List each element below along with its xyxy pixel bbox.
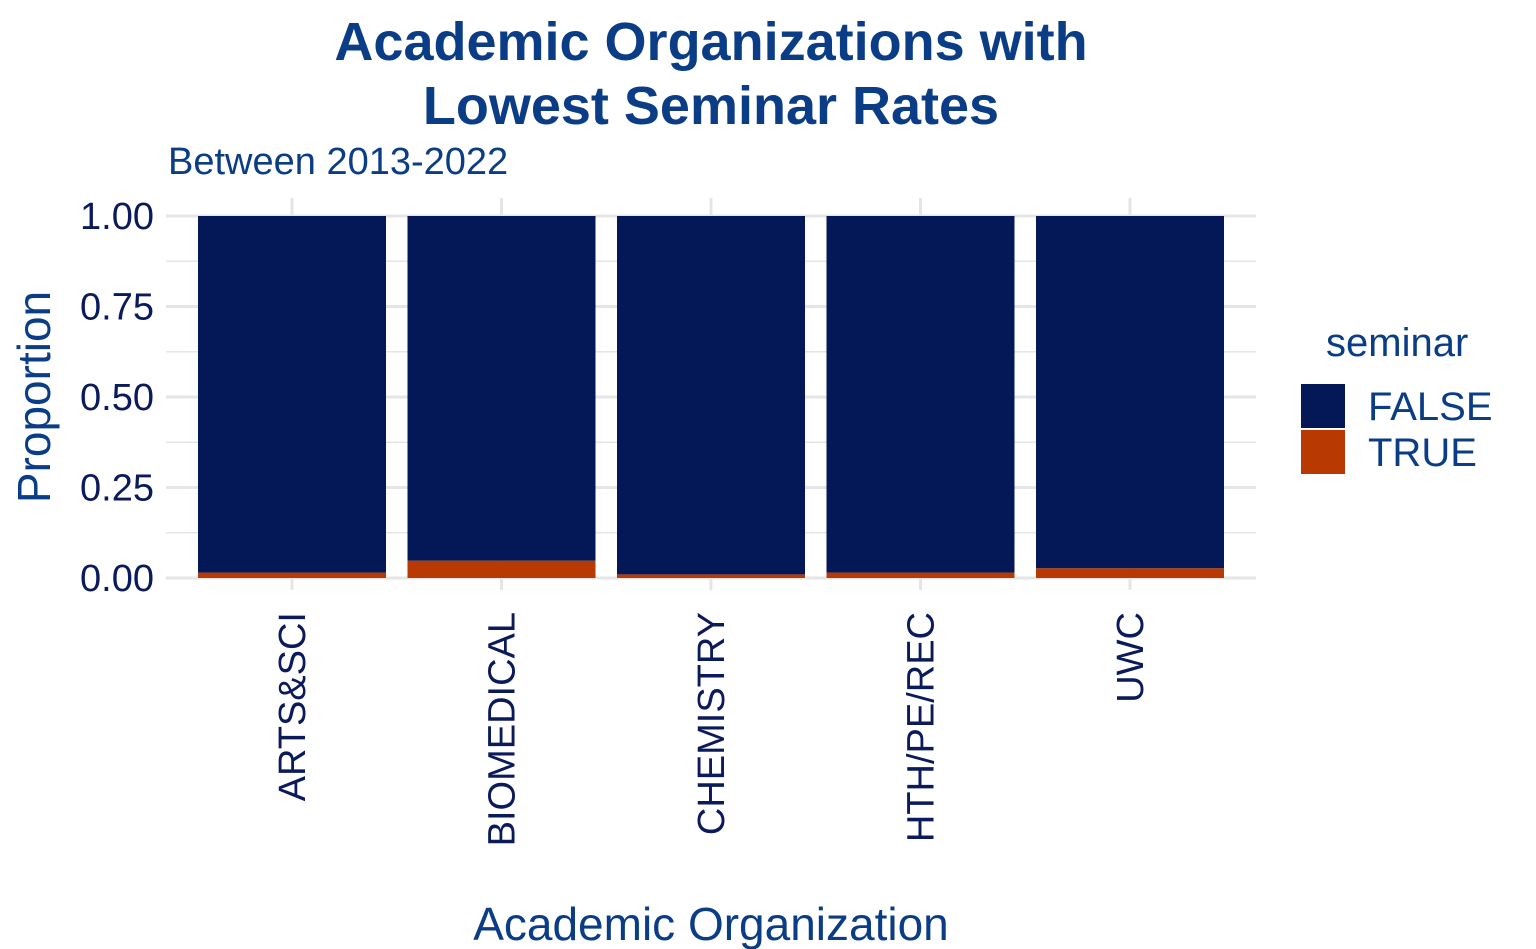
bars [198,216,1224,578]
x-tick-label: HTH/PE/REC [901,612,943,842]
x-tick-label: BIOMEDICAL [482,612,524,846]
bar-false-2 [617,216,805,575]
x-tick-labels: ARTS&SCI BIOMEDICAL CHEMISTRY HTH/PE/REC UWC [272,612,1152,846]
y-axis-title: Proportion [8,291,60,503]
bar-false-0 [198,216,386,573]
y-tick-label: 0.25 [80,468,154,510]
y-tick-label: 0.75 [80,287,154,329]
bar-false-4 [1036,216,1224,569]
y-tick-label: 0.00 [80,558,154,600]
bar-true-4 [1036,568,1224,578]
y-tick-labels: 0.00 0.25 0.50 0.75 1.00 [80,196,154,600]
legend-swatch-true [1301,430,1345,474]
y-tick-label: 1.00 [80,196,154,238]
bar-true-0 [198,572,386,578]
legend-title: seminar [1326,321,1468,365]
legend-label-false: FALSE [1368,385,1493,429]
y-tick-label: 0.50 [80,377,154,419]
x-tick-label: ARTS&SCI [272,612,314,801]
bar-true-2 [617,574,805,578]
legend-swatch-false [1301,384,1345,428]
bar-false-3 [826,216,1015,573]
bar-true-1 [407,560,596,578]
x-tick-label: CHEMISTRY [691,612,733,835]
legend-label-true: TRUE [1368,431,1477,475]
x-tick-label: UWC [1110,612,1152,703]
bar-true-3 [826,572,1015,578]
chart-title-line-1: Academic Organizations with [334,12,1087,72]
x-axis-title: Academic Organization [473,898,949,949]
chart-subtitle: Between 2013-2022 [168,141,508,183]
bar-false-1 [407,216,596,561]
chart-title-line-2: Lowest Seminar Rates [423,76,999,136]
